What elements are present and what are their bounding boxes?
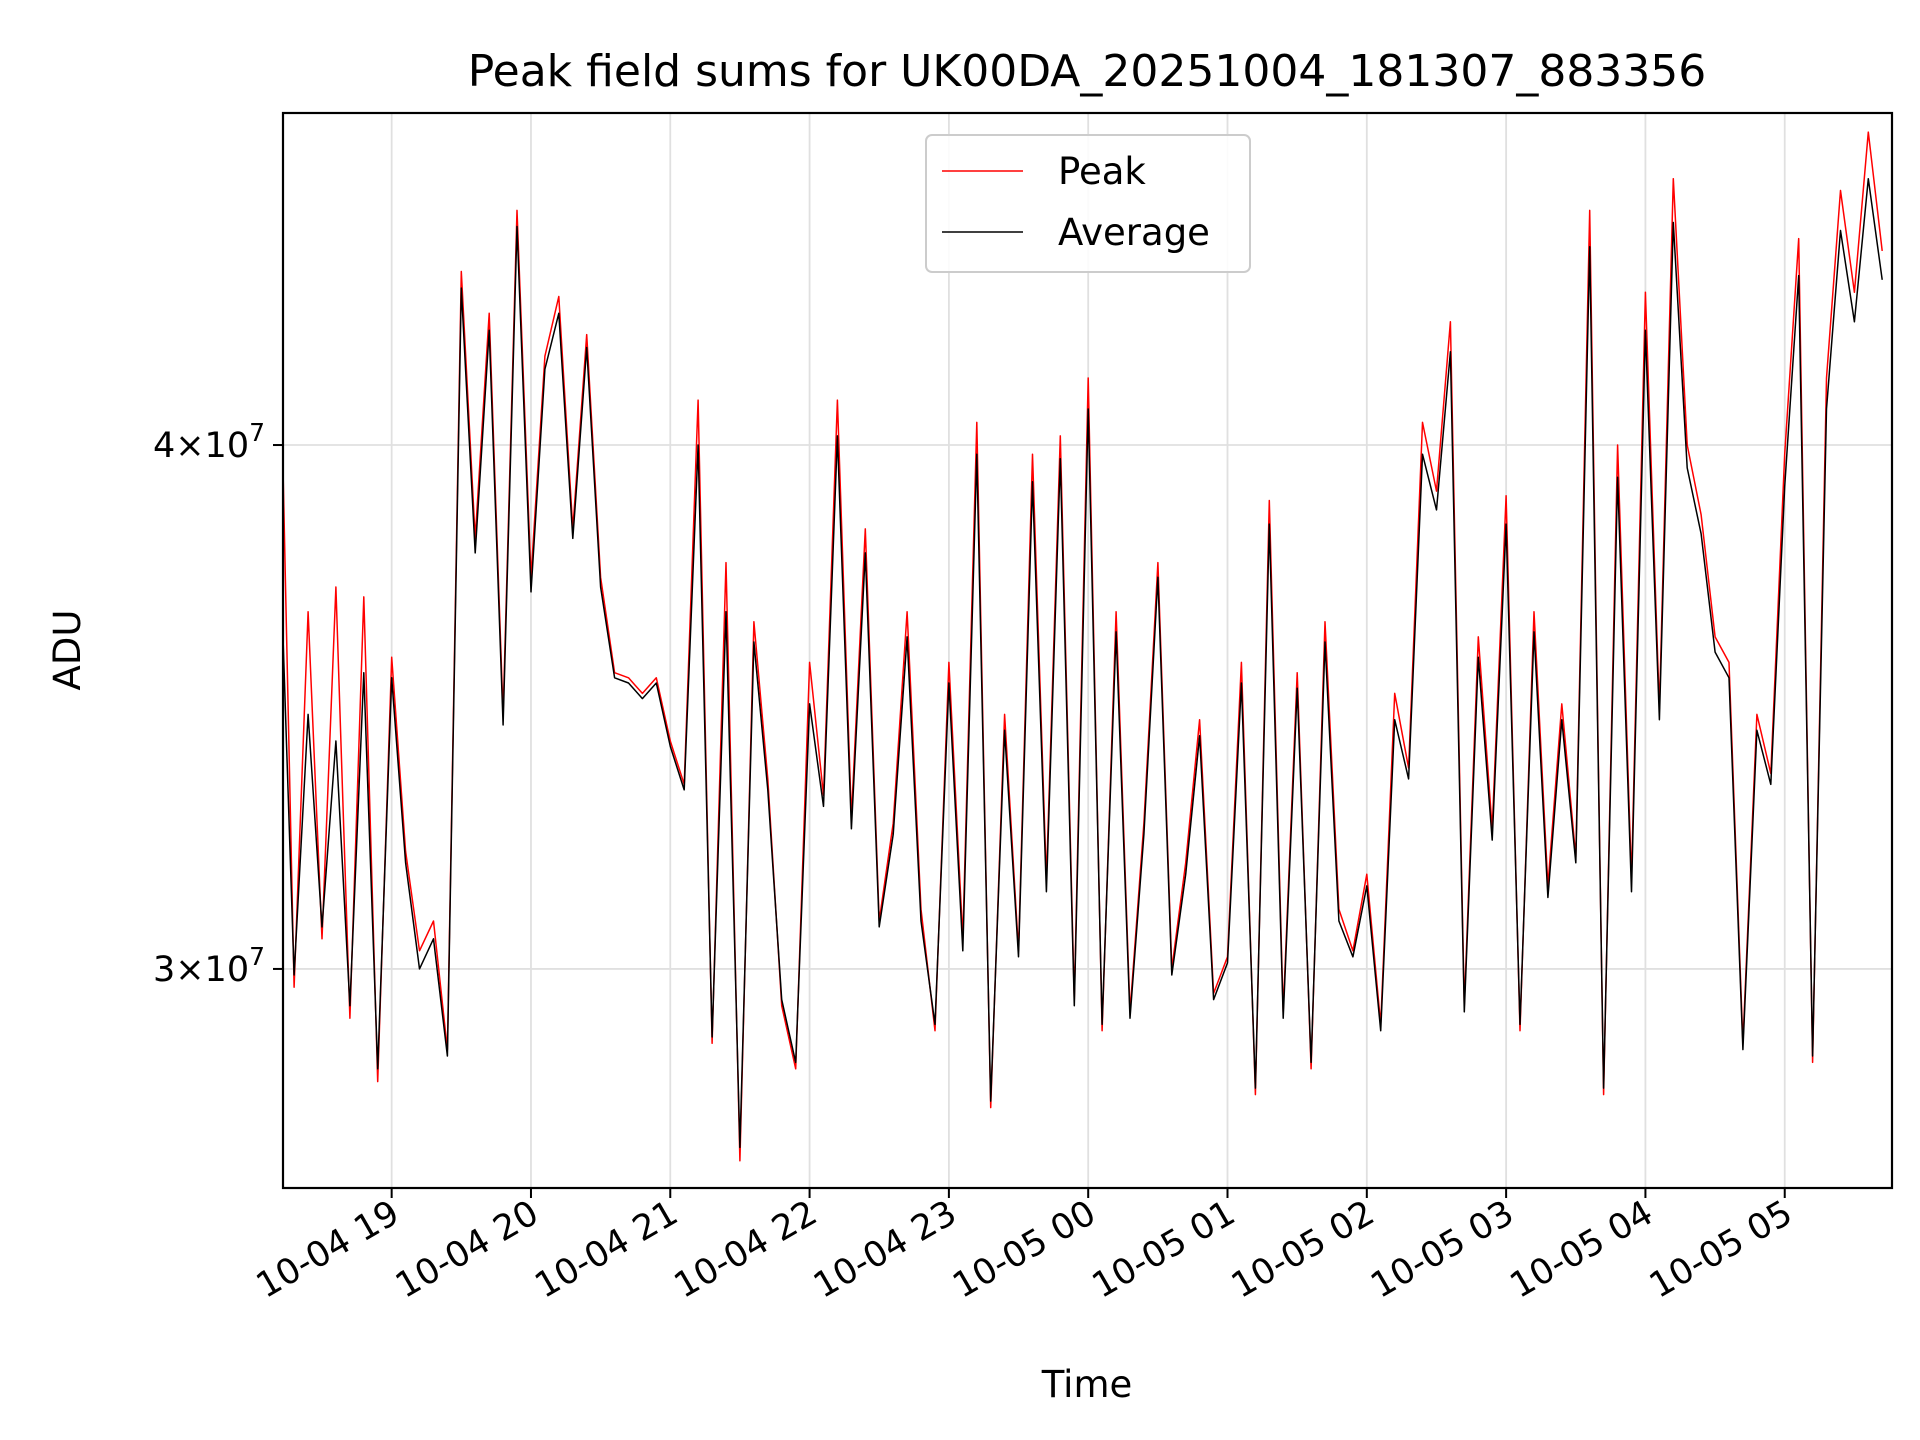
x-axis-label: Time [1041, 1363, 1133, 1406]
legend: Peak Average [925, 134, 1251, 273]
legend-label-peak: Peak [1058, 150, 1146, 193]
chart-title: Peak field sums for UK00DA_20251004_1813… [468, 46, 1707, 97]
y-tick-label: 3×107 [153, 942, 265, 990]
y-axis: 3×107 4×107 [153, 418, 283, 990]
series-line-average [282, 177, 1883, 1149]
y-axis-label: ADU [46, 610, 89, 691]
grid [283, 113, 1892, 1188]
y-tick-label: 4×107 [153, 418, 265, 466]
series-layer [282, 131, 1883, 1162]
legend-label-average: Average [1058, 211, 1210, 254]
legend-box [925, 134, 1251, 273]
